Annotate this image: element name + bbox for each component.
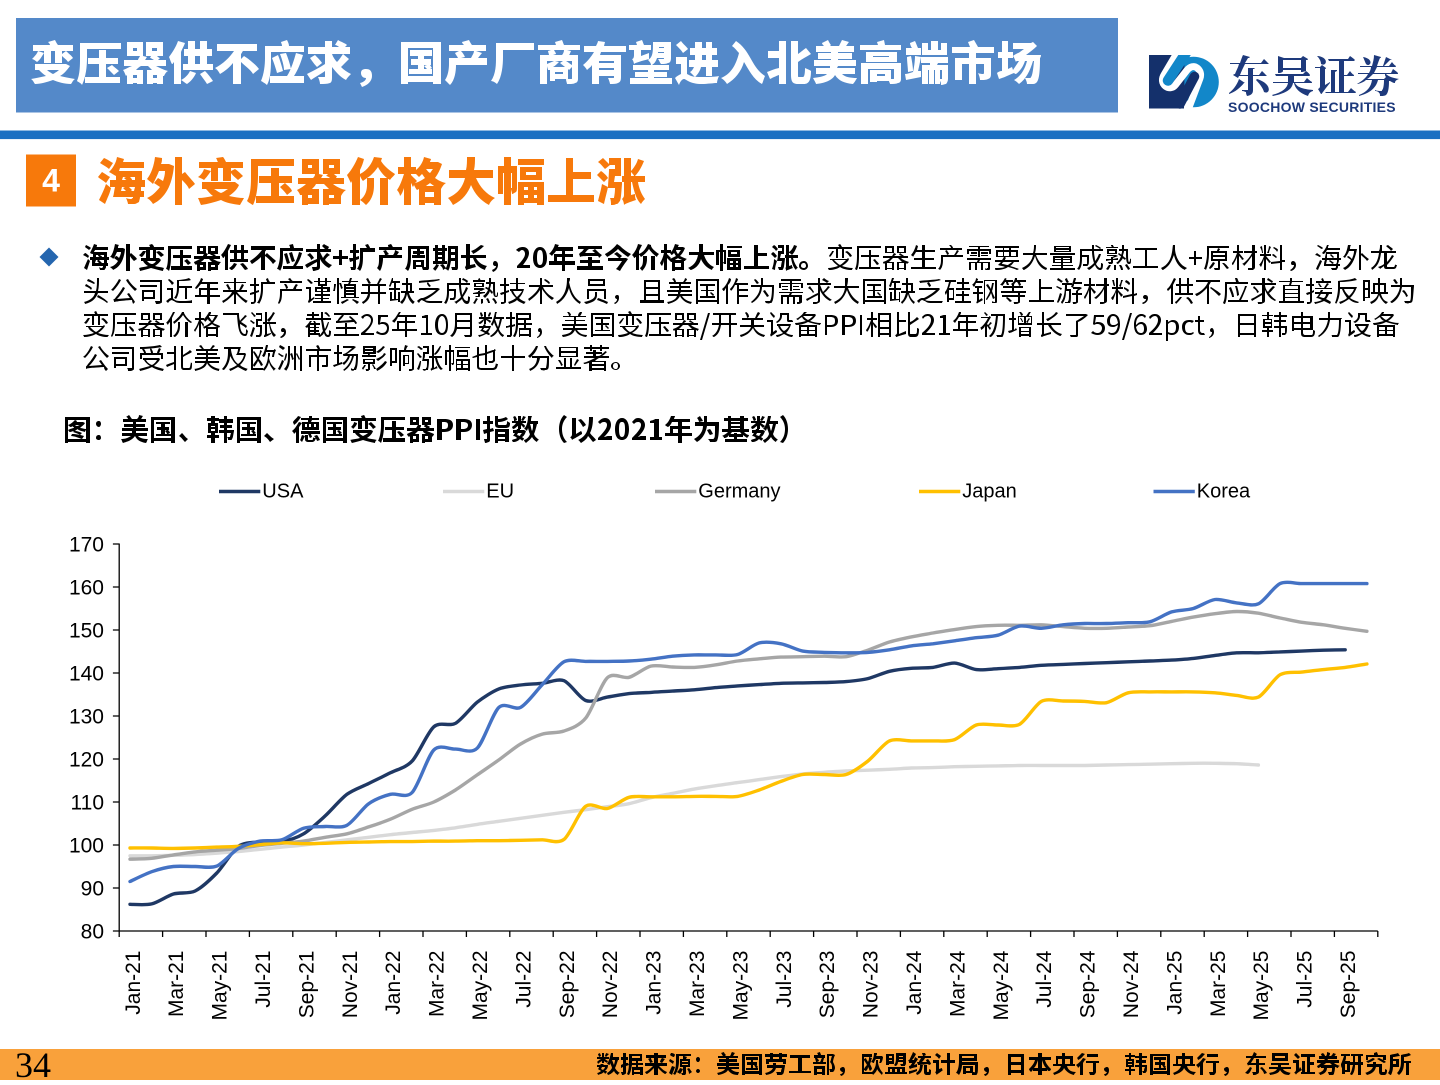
svg-text:Nov-24: Nov-24 bbox=[1120, 950, 1143, 1018]
svg-text:Jan-23: Jan-23 bbox=[643, 951, 666, 1015]
svg-text:May-23: May-23 bbox=[729, 951, 752, 1021]
svg-text:May-21: May-21 bbox=[209, 951, 232, 1021]
svg-text:May-22: May-22 bbox=[469, 951, 492, 1021]
svg-text:Germany: Germany bbox=[698, 481, 780, 503]
svg-text:Jul-24: Jul-24 bbox=[1033, 950, 1056, 1008]
svg-text:130: 130 bbox=[69, 706, 104, 729]
svg-text:Sep-24: Sep-24 bbox=[1077, 950, 1100, 1018]
svg-text:Japan: Japan bbox=[962, 481, 1017, 503]
svg-text:Sep-23: Sep-23 bbox=[816, 951, 839, 1019]
svg-text:34: 34 bbox=[15, 1045, 51, 1080]
svg-text:SOOCHOW SECURITIES: SOOCHOW SECURITIES bbox=[1228, 99, 1396, 115]
svg-text:Jul-25: Jul-25 bbox=[1294, 951, 1317, 1008]
svg-text:Sep-21: Sep-21 bbox=[295, 951, 318, 1019]
svg-text:Jan-21: Jan-21 bbox=[122, 951, 145, 1015]
svg-text:Jan-25: Jan-25 bbox=[1163, 951, 1186, 1015]
svg-text:Mar-24: Mar-24 bbox=[946, 950, 969, 1017]
svg-text:160: 160 bbox=[69, 577, 104, 600]
svg-text:110: 110 bbox=[71, 792, 104, 815]
svg-text:Korea: Korea bbox=[1197, 481, 1251, 503]
svg-text:Nov-22: Nov-22 bbox=[599, 951, 622, 1019]
svg-text:USA: USA bbox=[262, 481, 304, 503]
svg-text:150: 150 bbox=[69, 620, 104, 643]
svg-text:Jul-21: Jul-21 bbox=[252, 951, 275, 1008]
svg-text:Jul-22: Jul-22 bbox=[512, 951, 535, 1008]
svg-text:Nov-23: Nov-23 bbox=[860, 951, 883, 1019]
svg-text:Jul-23: Jul-23 bbox=[773, 951, 796, 1008]
svg-text:90: 90 bbox=[81, 878, 104, 901]
svg-text:May-25: May-25 bbox=[1250, 951, 1273, 1021]
svg-text:Mar-23: Mar-23 bbox=[686, 951, 709, 1018]
svg-text:100: 100 bbox=[69, 835, 104, 858]
svg-text:Nov-21: Nov-21 bbox=[339, 951, 362, 1019]
svg-text:4: 4 bbox=[42, 163, 60, 199]
svg-text:170: 170 bbox=[69, 534, 104, 557]
svg-text:Sep-25: Sep-25 bbox=[1337, 951, 1360, 1019]
svg-text:140: 140 bbox=[69, 663, 104, 686]
svg-text:Mar-22: Mar-22 bbox=[426, 951, 449, 1018]
svg-text:EU: EU bbox=[486, 481, 514, 503]
svg-text:May-24: May-24 bbox=[990, 950, 1013, 1020]
svg-text:120: 120 bbox=[69, 749, 104, 772]
svg-text:Jan-22: Jan-22 bbox=[382, 951, 405, 1015]
svg-text:Sep-22: Sep-22 bbox=[556, 951, 579, 1019]
svg-text:Mar-21: Mar-21 bbox=[165, 951, 188, 1018]
svg-text:80: 80 bbox=[81, 921, 104, 944]
svg-text:Jan-24: Jan-24 bbox=[903, 950, 926, 1015]
svg-text:Mar-25: Mar-25 bbox=[1207, 951, 1230, 1018]
